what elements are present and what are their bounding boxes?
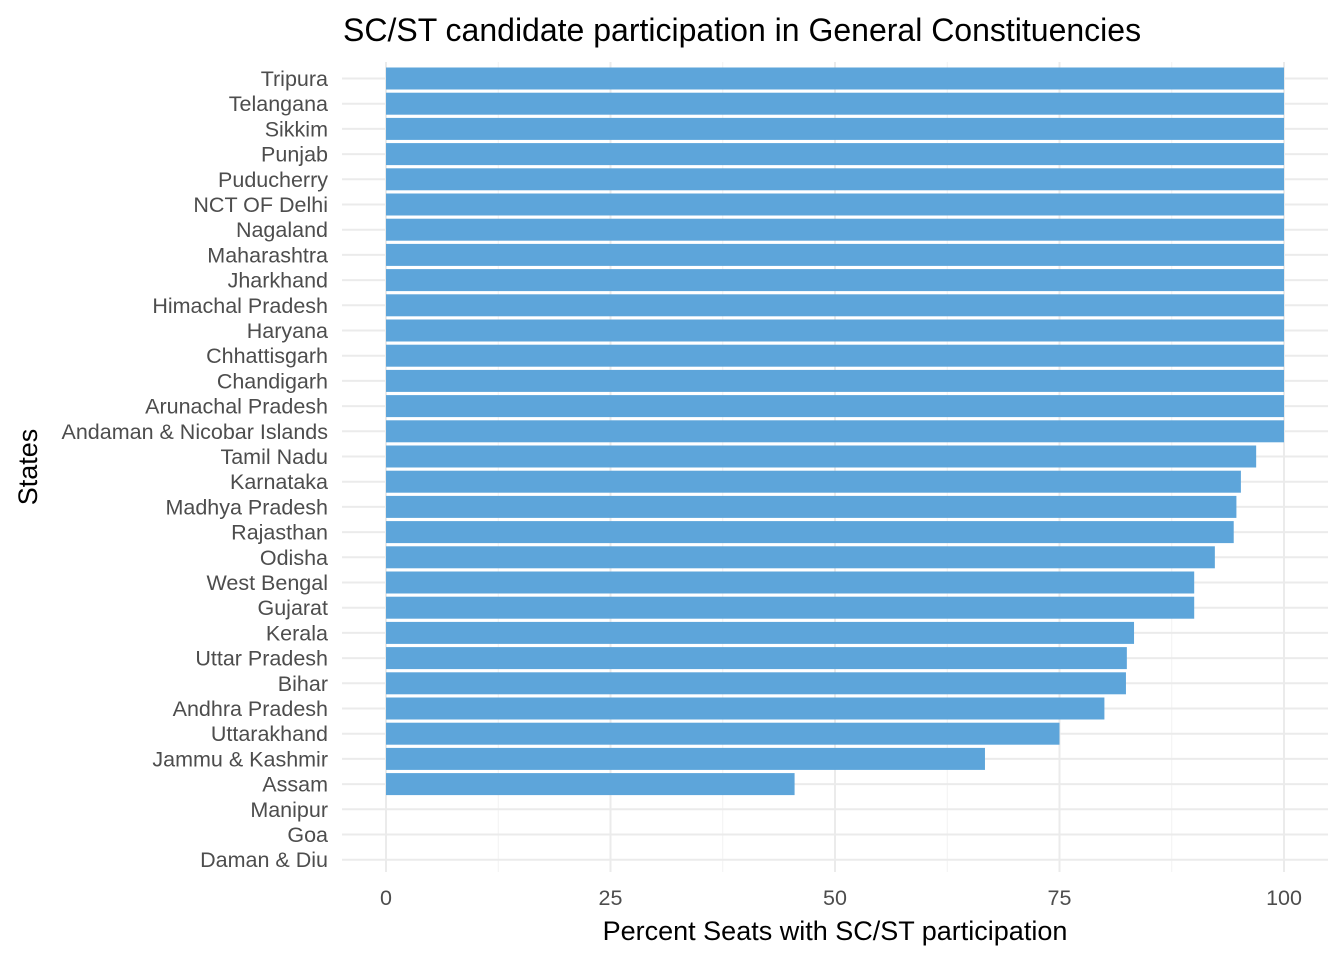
y-tick-label: West Bengal (206, 571, 328, 595)
chart-title: SC/ST candidate participation in General… (343, 12, 1141, 48)
y-tick-labels: TripuraTelanganaSikkimPunjabPuducherryNC… (61, 67, 328, 872)
y-tick-label: Andhra Pradesh (173, 697, 328, 721)
x-tick-label: 25 (599, 886, 623, 910)
bar (386, 621, 1135, 644)
y-tick-label: Assam (262, 773, 328, 797)
y-tick-label: Andaman & Nicobar Islands (61, 420, 328, 444)
y-tick-label: Daman & Diu (200, 848, 328, 872)
y-tick-label: Sikkim (265, 117, 328, 141)
y-tick-label: Maharashtra (207, 243, 328, 267)
y-tick-label: Manipur (250, 798, 328, 822)
bar (386, 319, 1284, 342)
bar (386, 344, 1284, 367)
y-tick-label: Gujarat (257, 596, 328, 620)
bar (386, 445, 1257, 468)
y-tick-label: Telangana (229, 92, 328, 116)
y-tick-label: NCT OF Delhi (193, 193, 328, 217)
bar (386, 117, 1284, 140)
bar (386, 470, 1241, 493)
bar (386, 92, 1284, 115)
bar (386, 369, 1284, 392)
x-tick-label: 100 (1266, 886, 1302, 910)
x-tick-label: 0 (380, 886, 392, 910)
y-tick-label: Chandigarh (217, 369, 328, 393)
bar (386, 495, 1237, 518)
y-tick-label: Bihar (278, 672, 328, 696)
y-tick-label: Punjab (261, 143, 328, 167)
bar (386, 647, 1127, 670)
y-tick-label: Karnataka (230, 470, 328, 494)
bar (386, 672, 1126, 695)
bar (386, 773, 795, 796)
bar (386, 243, 1284, 266)
bar (386, 521, 1234, 544)
bar (386, 395, 1284, 418)
y-tick-label: Madhya Pradesh (165, 495, 328, 519)
bar (386, 193, 1284, 216)
bar (386, 294, 1284, 317)
y-tick-label: Odisha (260, 546, 328, 570)
bar (386, 143, 1284, 166)
y-tick-label: Himachal Pradesh (152, 294, 328, 318)
bars (386, 67, 1284, 796)
bar (386, 218, 1284, 241)
bar (386, 67, 1284, 90)
bar (386, 722, 1060, 745)
y-axis-title: States (13, 429, 43, 506)
bar (386, 596, 1195, 619)
y-tick-label: Tripura (261, 67, 328, 91)
x-axis-title: Percent Seats with SC/ST participation (603, 916, 1068, 946)
bar (386, 697, 1105, 720)
y-tick-label: Chhattisgarh (206, 344, 328, 368)
bar (386, 747, 985, 770)
bar (386, 571, 1195, 594)
bar (386, 269, 1284, 292)
y-tick-label: Jharkhand (228, 269, 328, 293)
bar (386, 168, 1284, 191)
y-tick-label: Uttarakhand (211, 722, 328, 746)
y-tick-label: Puducherry (218, 168, 328, 192)
y-tick-label: Kerala (266, 621, 328, 645)
y-tick-label: Tamil Nadu (220, 445, 328, 469)
y-tick-label: Arunachal Pradesh (145, 395, 328, 419)
y-tick-label: Rajasthan (231, 521, 328, 545)
bar (386, 546, 1215, 569)
y-tick-label: Goa (287, 823, 328, 847)
y-tick-label: Uttar Pradesh (195, 647, 328, 671)
y-tick-label: Jammu & Kashmir (152, 747, 328, 771)
y-tick-label: Nagaland (236, 218, 328, 242)
bar (386, 420, 1284, 443)
x-tick-labels: 0 25 50 75 100 (380, 886, 1302, 910)
x-tick-label: 75 (1048, 886, 1072, 910)
y-tick-label: Haryana (247, 319, 328, 343)
x-tick-label: 50 (823, 886, 847, 910)
